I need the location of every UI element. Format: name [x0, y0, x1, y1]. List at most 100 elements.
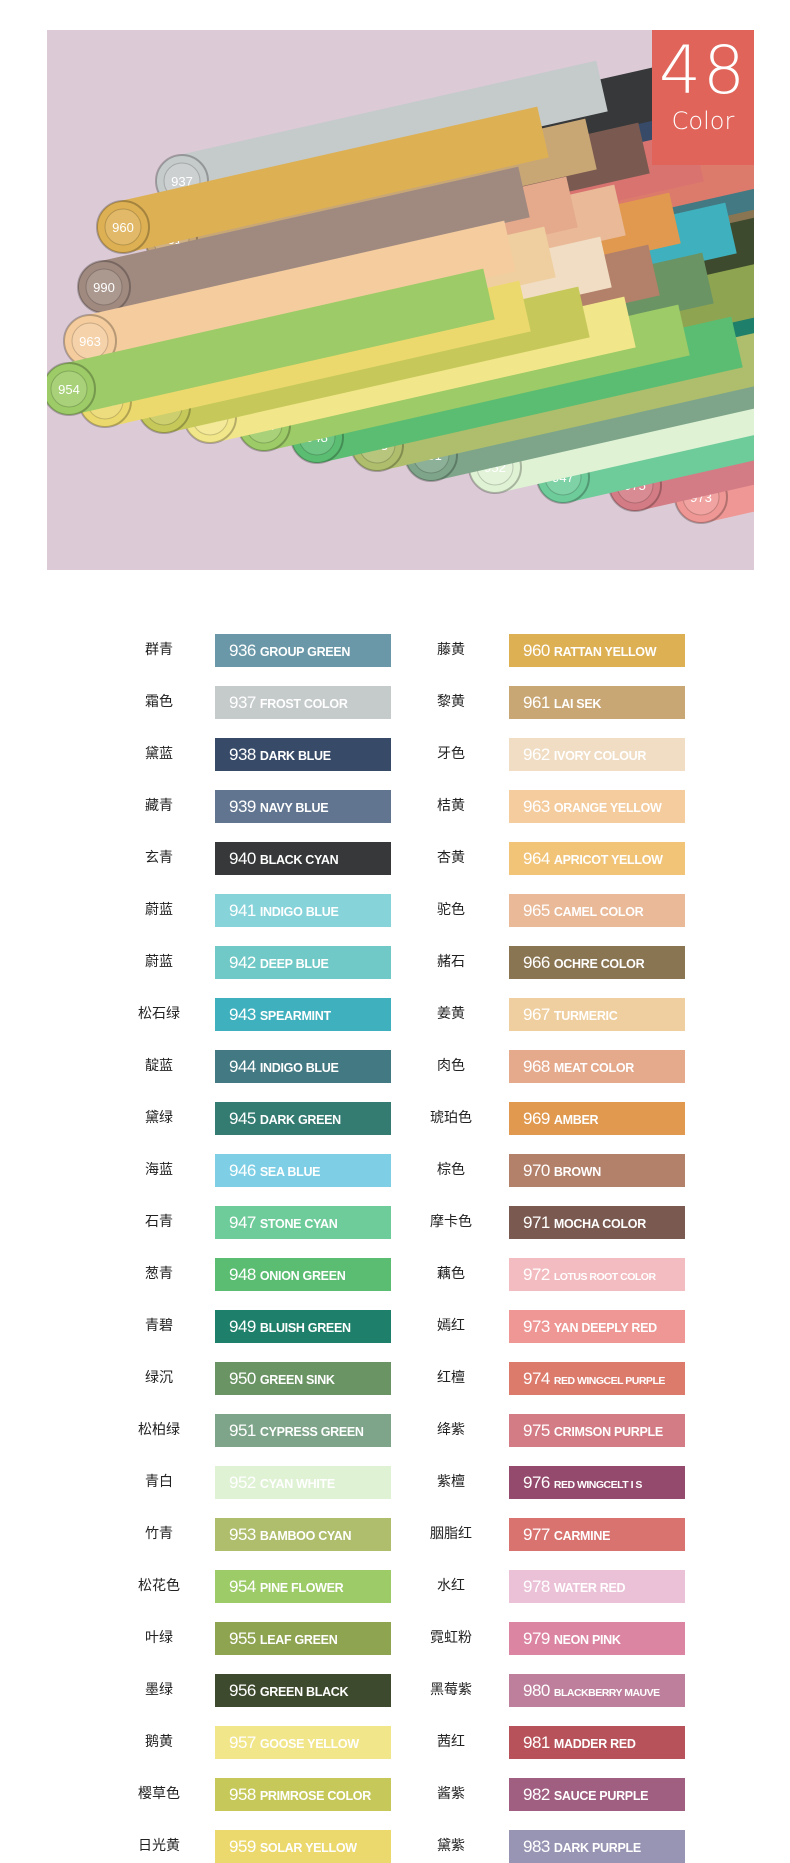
color-swatch-940: 940 BLACK CYAN — [215, 842, 391, 875]
chinese-color-name: 鹅黄 — [145, 1734, 173, 1750]
color-swatch-965: 965 CAMEL COLOR — [509, 894, 685, 927]
color-english-name: CYPRESS GREEN — [259, 1425, 364, 1439]
chinese-color-name: 绛紫 — [437, 1422, 465, 1438]
color-swatch-946: 946 SEA BLUE — [215, 1154, 391, 1187]
color-english-name: OCHRE COLOR — [553, 957, 645, 971]
marker-cap — [96, 200, 150, 254]
markers-illustration: 9819829769389409379809399669449749779719… — [47, 60, 754, 524]
color-code: 949 — [229, 1317, 256, 1336]
color-english-name: RED WINGCEL PURPLE — [553, 1375, 665, 1387]
chinese-color-name: 松柏绿 — [138, 1422, 180, 1438]
color-code: 948 — [229, 1265, 256, 1284]
color-count-badge: 48 Color — [652, 30, 754, 165]
color-swatch-939: 939 NAVY BLUE — [215, 790, 391, 823]
color-english-name: AMBER — [553, 1113, 599, 1127]
color-code: 955 — [229, 1629, 256, 1648]
product-photo: 9819829769389409379809399669449749779719… — [47, 30, 754, 570]
color-english-name: DARK GREEN — [259, 1113, 341, 1127]
color-code: 980 — [523, 1681, 550, 1700]
color-code: 975 — [523, 1421, 550, 1440]
chinese-color-name: 黛紫 — [437, 1838, 465, 1854]
color-code: 981 — [523, 1733, 550, 1752]
color-code: 959 — [229, 1837, 256, 1856]
color-swatch-947: 947 STONE CYAN — [215, 1206, 391, 1239]
color-english-name: BAMBOO CYAN — [259, 1529, 352, 1543]
color-english-name: MEAT COLOR — [553, 1061, 634, 1075]
color-english-name: BROWN — [553, 1165, 601, 1179]
chinese-color-name: 茜红 — [437, 1734, 465, 1750]
color-english-name: SOLAR YELLOW — [259, 1841, 357, 1855]
color-code: 939 — [229, 797, 256, 816]
color-code: 954 — [229, 1577, 256, 1596]
chinese-color-name: 棕色 — [437, 1162, 465, 1178]
chinese-color-name: 牙色 — [437, 746, 465, 762]
color-code: 982 — [523, 1785, 550, 1804]
chinese-color-name: 摩卡色 — [430, 1214, 472, 1230]
color-english-name: MOCHA COLOR — [553, 1217, 646, 1231]
color-english-name: CYAN WHITE — [259, 1477, 335, 1491]
color-english-name: DARK BLUE — [259, 749, 331, 763]
chinese-color-name: 黑莓紫 — [430, 1682, 472, 1698]
color-swatch-980: 980 BLACKBERRY MAUVE — [509, 1674, 685, 1707]
color-code: 971 — [523, 1213, 550, 1232]
color-code: 965 — [523, 901, 550, 920]
color-swatch-978: 978 WATER RED — [509, 1570, 685, 1603]
color-swatch-959: 959 SOLAR YELLOW — [215, 1830, 391, 1863]
marker-barrel — [98, 166, 530, 313]
color-swatch-944: 944 INDIGO BLUE — [215, 1050, 391, 1083]
color-english-name: BLACKBERRY MAUVE — [553, 1687, 660, 1699]
chinese-color-name: 玄青 — [145, 850, 173, 866]
chinese-color-name: 黛蓝 — [145, 746, 173, 762]
color-swatch-954: 954 PINE FLOWER — [215, 1570, 391, 1603]
chinese-color-name: 嫣红 — [437, 1318, 465, 1334]
chinese-color-name: 藕色 — [437, 1266, 465, 1282]
color-english-name: RATTAN YELLOW — [553, 645, 657, 659]
chinese-color-name: 桔黄 — [437, 798, 465, 814]
chinese-color-name: 姜黄 — [437, 1006, 465, 1022]
color-english-name: SEA BLUE — [259, 1165, 321, 1179]
color-english-name: INDIGO BLUE — [259, 905, 339, 919]
color-swatch-966: 966 OCHRE COLOR — [509, 946, 685, 979]
chinese-color-name: 藤黄 — [437, 642, 465, 658]
color-swatch-956: 956 GREEN BLACK — [215, 1674, 391, 1707]
color-english-name: NEON PINK — [553, 1633, 621, 1647]
marker: 963 — [63, 220, 516, 368]
color-swatch-941: 941 INDIGO BLUE — [215, 894, 391, 927]
color-code: 952 — [229, 1473, 256, 1492]
color-swatch-957: 957 GOOSE YELLOW — [215, 1726, 391, 1759]
chinese-color-name: 蔚蓝 — [145, 954, 173, 970]
color-code: 942 — [229, 953, 256, 972]
marker-cap-face — [85, 268, 123, 306]
chinese-color-name: 蔚蓝 — [145, 902, 173, 918]
color-code: 969 — [523, 1109, 550, 1128]
chinese-color-name: 霜色 — [145, 694, 173, 710]
color-swatch-948: 948 ONION GREEN — [215, 1258, 391, 1291]
chinese-color-name: 靛蓝 — [145, 1058, 173, 1074]
color-english-name: BLUISH GREEN — [259, 1321, 351, 1335]
badge-word: Color — [671, 107, 735, 135]
color-swatch-983: 983 DARK PURPLE — [509, 1830, 685, 1863]
color-english-name: SPEARMINT — [259, 1009, 331, 1023]
color-english-name: INDIGO BLUE — [259, 1061, 339, 1075]
color-swatch-950: 950 GREEN SINK — [215, 1362, 391, 1395]
color-swatch-979: 979 NEON PINK — [509, 1622, 685, 1655]
chinese-color-name: 石青 — [145, 1214, 173, 1230]
color-code: 968 — [523, 1057, 550, 1076]
color-english-name: RED WINGCELT I S — [553, 1479, 643, 1491]
color-swatch-963: 963 ORANGE YELLOW — [509, 790, 685, 823]
color-swatch-967: 967 TURMERIC — [509, 998, 685, 1031]
color-english-name: GOOSE YELLOW — [259, 1737, 359, 1751]
color-english-name: STONE CYAN — [259, 1217, 338, 1231]
color-english-name: MADDER RED — [553, 1737, 636, 1751]
color-code: 943 — [229, 1005, 256, 1024]
color-code: 967 — [523, 1005, 550, 1024]
chinese-color-name: 海蓝 — [145, 1162, 173, 1178]
chinese-color-name: 松花色 — [138, 1578, 180, 1594]
marker-cap-label: 937 — [171, 174, 193, 189]
color-english-name: DEEP BLUE — [259, 957, 329, 971]
color-code: 951 — [229, 1421, 256, 1440]
marker-cap-label: 960 — [112, 220, 134, 235]
color-english-name: YAN DEEPLY RED — [553, 1321, 657, 1335]
chinese-color-name: 葱青 — [145, 1266, 173, 1282]
color-code: 974 — [523, 1369, 550, 1388]
